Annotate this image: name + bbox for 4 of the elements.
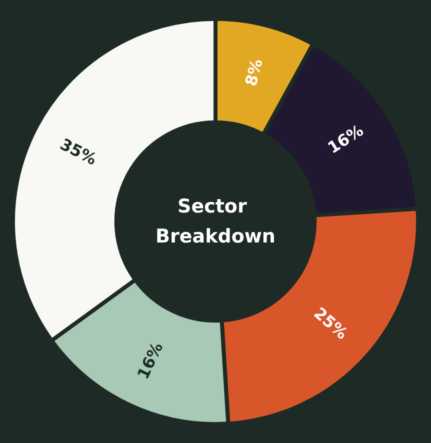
data-label: 16% xyxy=(133,339,167,382)
data-label: 35% xyxy=(57,134,100,169)
data-label: 8% xyxy=(241,56,266,88)
text: Sector Breakdown xyxy=(156,196,276,248)
